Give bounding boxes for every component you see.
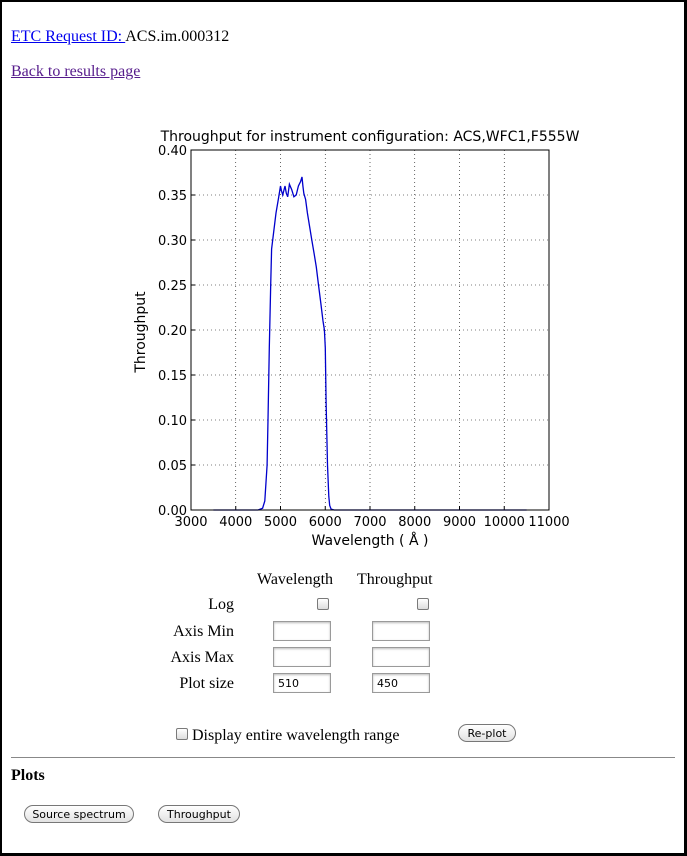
y-tick-label: 0.15 <box>158 369 187 384</box>
row-label-axis-min: Axis Min <box>94 623 234 641</box>
y-tick-label: 0.25 <box>158 279 187 294</box>
column-header-wavelength: Wavelength <box>257 571 333 589</box>
y-tick-label: 0.40 <box>158 144 187 159</box>
wavelength-axis-max-input[interactable] <box>273 647 331 667</box>
y-tick-label: 0.10 <box>158 414 187 429</box>
wavelength-log-checkbox[interactable] <box>317 598 329 610</box>
y-tick-label: 0.05 <box>158 459 187 474</box>
throughput-chart: Throughput for instrument configuration:… <box>2 2 684 562</box>
row-label-axis-max: Axis Max <box>94 649 234 667</box>
throughput-log-checkbox[interactable] <box>417 598 429 610</box>
column-header-throughput: Throughput <box>357 571 433 589</box>
wavelength-axis-min-input[interactable] <box>273 621 331 641</box>
wavelength-plot-size-input[interactable]: 510 <box>273 673 331 693</box>
throughput-plot-size-input[interactable]: 450 <box>372 673 430 693</box>
x-axis-label: Wavelength ( Å ) <box>312 532 429 549</box>
source-spectrum-button[interactable]: Source spectrum <box>24 805 134 823</box>
x-tick-label: 6000 <box>309 515 342 530</box>
section-divider <box>11 757 675 758</box>
chart-title: Throughput for instrument configuration:… <box>160 129 580 145</box>
throughput-button[interactable]: Throughput <box>158 805 240 823</box>
display-entire-range-checkbox[interactable] <box>176 728 188 740</box>
x-tick-label: 11000 <box>528 515 569 530</box>
throughput-axis-min-input[interactable] <box>372 621 430 641</box>
row-label-log: Log <box>94 596 234 614</box>
x-tick-label: 5000 <box>264 515 297 530</box>
display-entire-range-label: Display entire wavelength range <box>192 727 399 745</box>
x-tick-label: 9000 <box>443 515 476 530</box>
x-tick-label: 10000 <box>484 515 525 530</box>
x-tick-label: 8000 <box>398 515 431 530</box>
plots-heading: Plots <box>11 767 45 785</box>
x-tick-label: 7000 <box>353 515 386 530</box>
x-tick-label: 4000 <box>219 515 252 530</box>
chart-grid <box>191 150 549 510</box>
throughput-axis-max-input[interactable] <box>372 647 430 667</box>
y-tick-label: 0.30 <box>158 234 187 249</box>
y-tick-labels: 0.00 0.05 0.10 0.15 0.20 0.25 0.30 0.35 0.40 <box>158 144 187 519</box>
y-tick-label: 0.20 <box>158 324 187 339</box>
y-tick-label: 0.35 <box>158 189 187 204</box>
replot-button[interactable]: Re-plot <box>458 724 516 742</box>
y-tick-label: 0.00 <box>158 504 187 519</box>
x-tick-labels: 3000 4000 5000 6000 7000 8000 9000 10000 11000 <box>174 515 569 530</box>
y-axis-label: Throughput <box>133 291 149 374</box>
row-label-plot-size: Plot size <box>94 675 234 693</box>
